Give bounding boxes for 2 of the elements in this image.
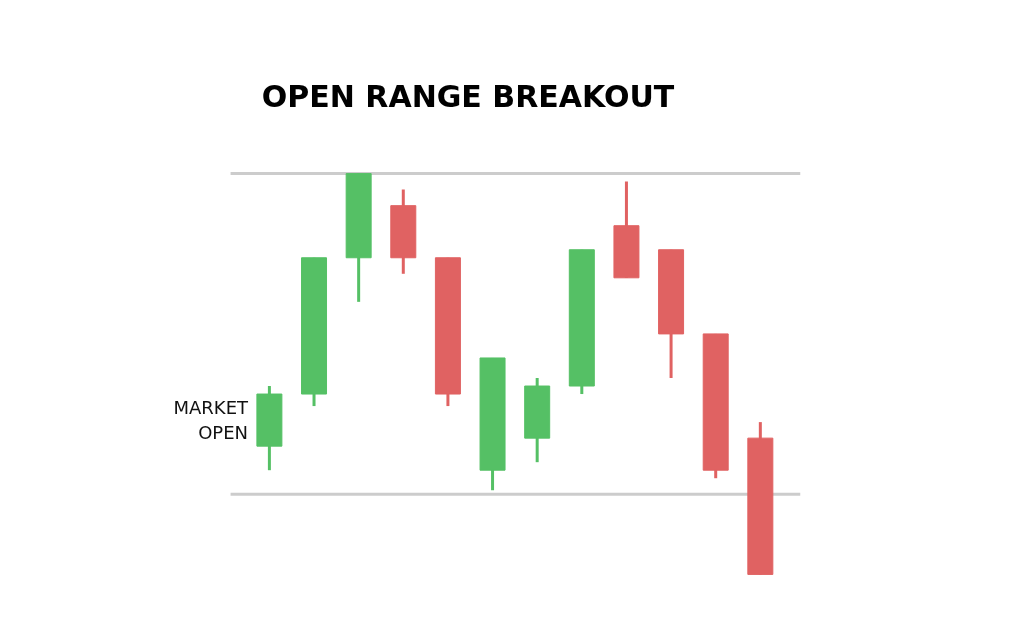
annotation: MARKET OPEN [173,397,250,444]
chart-title: OPEN RANGE BREAKOUT [261,78,675,114]
